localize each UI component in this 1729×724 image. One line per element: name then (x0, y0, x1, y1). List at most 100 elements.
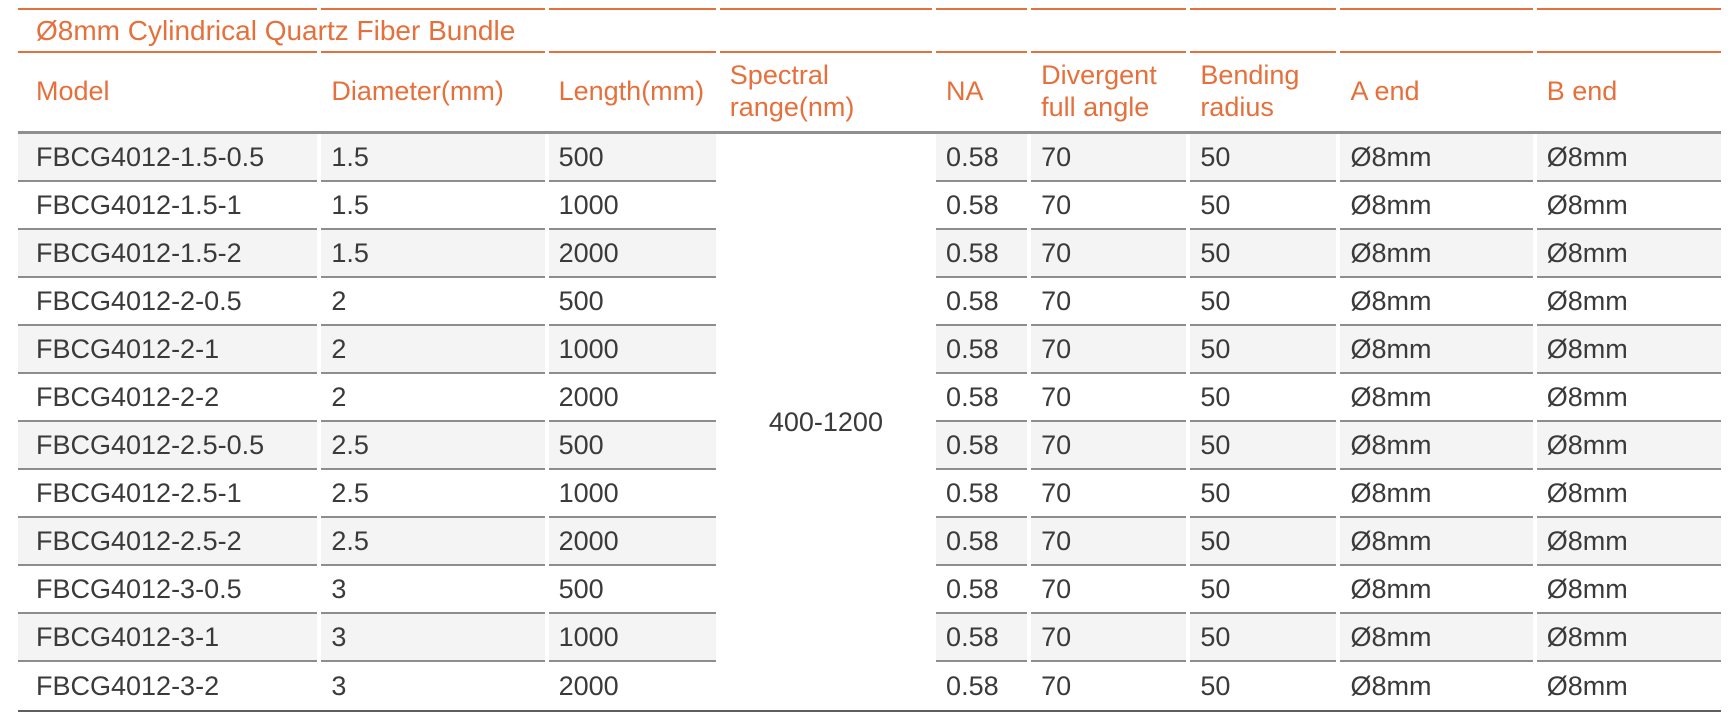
cell-length: 2000 (548, 662, 716, 710)
cell-a-end: Ø8mm (1340, 518, 1533, 566)
table-row: FBCG4012-2-2 2 2000 0.58 70 50 Ø8mm Ø8mm (18, 374, 1721, 422)
title-band-segment (936, 8, 1028, 53)
cell-a-end: Ø8mm (1340, 374, 1533, 422)
cell-b-end: Ø8mm (1536, 182, 1721, 230)
cell-na: 0.58 (936, 662, 1028, 710)
cell-divergent: 70 (1031, 134, 1187, 182)
cell-bending: 50 (1190, 278, 1337, 326)
cell-bending: 50 (1190, 470, 1337, 518)
cell-divergent: 70 (1031, 230, 1187, 278)
header-rule (18, 131, 1721, 134)
cell-b-end: Ø8mm (1536, 230, 1721, 278)
cell-length: 500 (548, 134, 716, 182)
cell-length: 500 (548, 566, 716, 614)
cell-na: 0.58 (936, 566, 1028, 614)
cell-na: 0.58 (936, 518, 1028, 566)
cell-divergent: 70 (1031, 614, 1187, 662)
cell-a-end: Ø8mm (1340, 230, 1533, 278)
cell-bending: 50 (1190, 422, 1337, 470)
cell-na: 0.58 (936, 374, 1028, 422)
title-band-segment (548, 8, 716, 53)
table-row: FBCG4012-3-1 3 1000 0.58 70 50 Ø8mm Ø8mm (18, 614, 1721, 662)
cell-model: FBCG4012-1.5-2 (18, 230, 318, 278)
column-header-spectral-range: Spectral range(nm) (729, 60, 855, 122)
cell-model: FBCG4012-2-1 (18, 326, 318, 374)
cell-model: FBCG4012-3-1 (18, 614, 318, 662)
bottom-rule (18, 710, 1721, 712)
cell-model: FBCG4012-2.5-0.5 (18, 422, 318, 470)
cell-length: 1000 (548, 182, 716, 230)
cell-divergent: 70 (1031, 566, 1187, 614)
cell-na: 0.58 (936, 230, 1028, 278)
column-header-na: NA (946, 76, 984, 107)
title-band-segment (1340, 8, 1533, 53)
cell-divergent: 70 (1031, 374, 1187, 422)
table-row: FBCG4012-1.5-0.5 1.5 500 400-1200 0.58 7… (18, 134, 1721, 710)
column-header-bending-radius: Bending radius (1200, 60, 1300, 122)
cell-diameter: 2 (321, 326, 545, 374)
cell-model: FBCG4012-2-0.5 (18, 278, 318, 326)
cell-na: 0.58 (936, 470, 1028, 518)
spectral-range-merged-cell: 400-1200 (719, 134, 933, 710)
cell-divergent: 70 (1031, 182, 1187, 230)
column-header-divergent-full-angle: Divergent full angle (1041, 60, 1157, 122)
cell-a-end: Ø8mm (1340, 134, 1533, 182)
cell-model: FBCG4012-3-2 (18, 662, 318, 710)
table-row: FBCG4012-2-0.5 2 500 0.58 70 50 Ø8mm Ø8m… (18, 278, 1721, 326)
cell-a-end: Ø8mm (1340, 470, 1533, 518)
title-band-segment (1536, 8, 1721, 53)
cell-diameter: 1.5 (321, 134, 545, 182)
column-header-a-end: A end (1350, 76, 1420, 107)
cell-model: FBCG4012-2-2 (18, 374, 318, 422)
table-row: FBCG4012-2.5-1 2.5 1000 0.58 70 50 Ø8mm … (18, 470, 1721, 518)
table-row: FBCG4012-2.5-2 2.5 2000 0.58 70 50 Ø8mm … (18, 518, 1721, 566)
table-row: FBCG4012-2-1 2 1000 0.58 70 50 Ø8mm Ø8mm (18, 326, 1721, 374)
cell-length: 1000 (548, 614, 716, 662)
cell-b-end: Ø8mm (1536, 326, 1721, 374)
cell-b-end: Ø8mm (1536, 614, 1721, 662)
cell-b-end: Ø8mm (1536, 470, 1721, 518)
cell-diameter: 2.5 (321, 470, 545, 518)
title-band-segment (1190, 8, 1337, 53)
table-row: FBCG4012-1.5-1 1.5 1000 0.58 70 50 Ø8mm … (18, 182, 1721, 230)
cell-diameter: 2.5 (321, 518, 545, 566)
cell-bending: 50 (1190, 134, 1337, 182)
cell-a-end: Ø8mm (1340, 326, 1533, 374)
column-header-b-end: B end (1546, 76, 1618, 107)
cell-a-end: Ø8mm (1340, 278, 1533, 326)
cell-model: FBCG4012-2.5-1 (18, 470, 318, 518)
cell-length: 500 (548, 278, 716, 326)
cell-model: FBCG4012-1.5-1 (18, 182, 318, 230)
cell-na: 0.58 (936, 182, 1028, 230)
cell-divergent: 70 (1031, 326, 1187, 374)
cell-na: 0.58 (936, 278, 1028, 326)
cell-length: 2000 (548, 518, 716, 566)
title-band-segment (321, 8, 545, 53)
cell-na: 0.58 (936, 134, 1028, 182)
header-rule-line (18, 131, 1721, 134)
cell-a-end: Ø8mm (1340, 182, 1533, 230)
table-row: FBCG4012-3-0.5 3 500 0.58 70 50 Ø8mm Ø8m… (18, 566, 1721, 614)
cell-diameter: 3 (321, 566, 545, 614)
cell-b-end: Ø8mm (1536, 566, 1721, 614)
cell-na: 0.58 (936, 326, 1028, 374)
cell-length: 1000 (548, 470, 716, 518)
cell-b-end: Ø8mm (1536, 422, 1721, 470)
cell-diameter: 3 (321, 662, 545, 710)
cell-model: FBCG4012-3-0.5 (18, 566, 318, 614)
title-band-segment (1031, 8, 1187, 53)
cell-length: 500 (548, 422, 716, 470)
cell-divergent: 70 (1031, 662, 1187, 710)
cell-length: 2000 (548, 230, 716, 278)
table-row: FBCG4012-3-2 3 2000 0.58 70 50 Ø8mm Ø8mm (18, 662, 1721, 710)
cell-bending: 50 (1190, 230, 1337, 278)
cell-divergent: 70 (1031, 470, 1187, 518)
cell-b-end: Ø8mm (1536, 278, 1721, 326)
cell-a-end: Ø8mm (1340, 422, 1533, 470)
cell-divergent: 70 (1031, 518, 1187, 566)
cell-diameter: 3 (321, 614, 545, 662)
cell-diameter: 2 (321, 374, 545, 422)
column-header-diameter: Diameter(mm) (331, 76, 504, 107)
cell-diameter: 2 (321, 278, 545, 326)
